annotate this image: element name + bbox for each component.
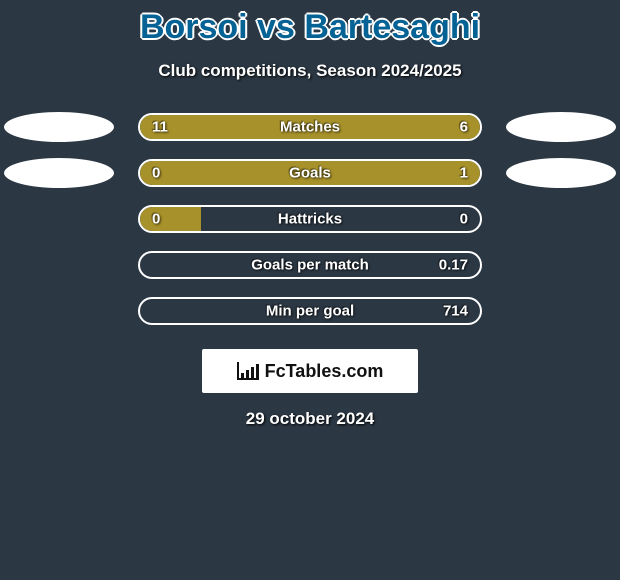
stat-label: Hattricks <box>278 211 342 228</box>
stat-label: Goals <box>289 165 331 182</box>
stat-row: Goals per match 0.17 <box>0 247 620 293</box>
stat-row: 0 Goals 1 <box>0 155 620 201</box>
value-right: 1 <box>460 165 468 182</box>
fill-right <box>201 161 480 185</box>
source-badge: FcTables.com <box>202 349 418 393</box>
stat-row: Min per goal 714 <box>0 293 620 339</box>
stats-container: 11 Matches 6 0 Goals 1 0 Hattricks 0 Goa… <box>0 109 620 339</box>
stat-label: Goals per match <box>251 257 369 274</box>
stat-row: 0 Hattricks 0 <box>0 201 620 247</box>
value-left: 11 <box>152 119 168 136</box>
value-right: 714 <box>443 303 468 320</box>
stat-bar: Goals per match 0.17 <box>138 251 482 279</box>
player-right-ellipse <box>506 158 616 188</box>
value-right: 0.17 <box>439 257 468 274</box>
player-left-ellipse <box>4 158 114 188</box>
value-left: 0 <box>152 165 160 182</box>
stat-label: Matches <box>280 119 340 136</box>
page-title: Borsoi vs Bartesaghi <box>0 0 620 47</box>
badge-text: FcTables.com <box>265 361 384 382</box>
stat-bar: 0 Goals 1 <box>138 159 482 187</box>
stat-bar: Min per goal 714 <box>138 297 482 325</box>
stat-bar: 0 Hattricks 0 <box>138 205 482 233</box>
player-right-ellipse <box>506 112 616 142</box>
value-right: 0 <box>460 211 468 228</box>
stat-bar: 11 Matches 6 <box>138 113 482 141</box>
player-left-ellipse <box>4 112 114 142</box>
value-right: 6 <box>460 119 468 136</box>
chart-icon <box>237 362 259 380</box>
fill-left <box>140 161 201 185</box>
fill-left <box>140 207 201 231</box>
stat-row: 11 Matches 6 <box>0 109 620 155</box>
stat-label: Min per goal <box>266 303 354 320</box>
subtitle: Club competitions, Season 2024/2025 <box>0 61 620 81</box>
date-label: 29 october 2024 <box>0 409 620 429</box>
value-left: 0 <box>152 211 160 228</box>
